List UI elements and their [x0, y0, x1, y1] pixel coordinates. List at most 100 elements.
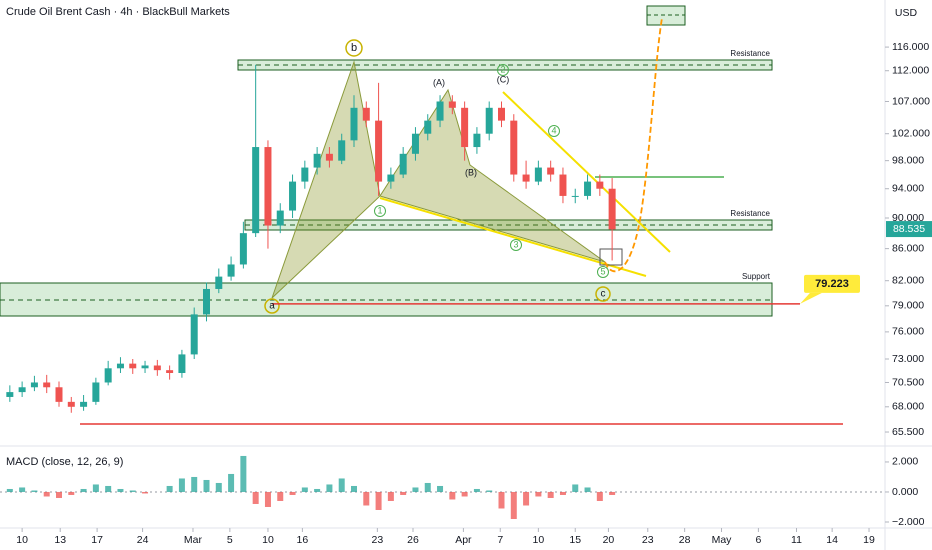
candle-body [252, 147, 260, 234]
histogram-bar [473, 488, 480, 492]
x-tick-label: 11 [791, 534, 802, 546]
candle-body [215, 276, 223, 289]
histogram-bar [375, 491, 382, 510]
histogram-bar [547, 491, 554, 498]
candle-body [276, 210, 284, 226]
last-price-label: 88.535 [893, 223, 925, 235]
x-tick-label: 14 [826, 534, 838, 546]
x-tick-label: 28 [679, 534, 691, 546]
candle-body [596, 181, 604, 189]
wave-circle [497, 64, 509, 76]
histogram-bar [572, 484, 579, 492]
x-tick-label: 7 [497, 534, 503, 546]
histogram-bar [596, 491, 603, 501]
y-tick-label: 90.000 [892, 212, 924, 224]
candle-body [608, 188, 616, 230]
trend-line [379, 197, 647, 277]
wave-label: c [601, 289, 606, 300]
x-tick-label: 24 [137, 534, 149, 546]
box [599, 248, 623, 266]
histogram-bar [31, 490, 38, 492]
candle-body [116, 363, 124, 369]
candle-body [375, 120, 383, 182]
x-tick-label: 20 [603, 534, 615, 546]
candle-body [67, 401, 75, 407]
histogram-bar [178, 478, 185, 492]
y-tick-label: 98.000 [892, 154, 924, 166]
y-tick-label: 94.000 [892, 183, 924, 195]
wave-circle [548, 125, 560, 137]
callout-pointer [800, 292, 822, 304]
x-tick-label: 26 [407, 534, 419, 546]
wave-circle [597, 266, 609, 278]
x-tick-label: 23 [642, 534, 654, 546]
x-tick-label: May [712, 534, 733, 546]
histogram-bar [510, 491, 517, 519]
histogram-bar [105, 485, 112, 492]
candle-body [239, 233, 247, 265]
wave-circle [510, 239, 522, 251]
histogram-bar [289, 491, 296, 495]
candle-body [362, 107, 370, 121]
wave-circle [264, 298, 280, 314]
wave-circle [374, 205, 386, 217]
y-tick-label: 65.500 [892, 426, 924, 438]
x-tick-label: 23 [372, 534, 384, 546]
candle-body [190, 314, 198, 355]
x-tick-label: 15 [569, 534, 581, 546]
histogram-bar [400, 491, 407, 495]
histogram-bar [412, 487, 419, 492]
candle-body [313, 153, 321, 168]
candle-body [104, 368, 112, 383]
y-tick-label: 70.500 [892, 376, 924, 388]
candle-body [350, 107, 358, 141]
trend-line [502, 91, 671, 253]
x-tick-label: 16 [297, 534, 309, 546]
histogram-bar [19, 487, 26, 492]
callout-label: 79.223 [815, 278, 849, 290]
callout-box [804, 274, 860, 293]
histogram-bar [498, 491, 505, 509]
candle-body [166, 370, 174, 373]
histogram-bar [6, 488, 13, 492]
histogram-bar [252, 491, 259, 504]
projection-path [604, 17, 663, 273]
wave-label: 4 [551, 125, 556, 135]
candle-body [498, 107, 505, 121]
wave-label: a [269, 301, 275, 312]
x-tick-label: Mar [184, 534, 203, 546]
x-tick-label: 10 [262, 534, 274, 546]
candle-body [30, 382, 38, 388]
histogram-bar [228, 473, 235, 492]
zone-label: Support [742, 272, 771, 281]
histogram-bar [264, 491, 271, 507]
candle-body [153, 365, 161, 371]
histogram-bar [449, 491, 456, 500]
candle-body [264, 147, 272, 226]
y-tick-label: 73.000 [892, 353, 924, 365]
candle-body [448, 101, 456, 108]
x-tick-label: 10 [16, 534, 28, 546]
x-tick-label: 19 [863, 534, 875, 546]
candle-body [6, 392, 14, 397]
y-tick-label: 2.000 [892, 456, 918, 468]
candle-body [325, 153, 333, 161]
candle-body [436, 101, 444, 121]
candle-body [387, 174, 395, 182]
histogram-bar [326, 484, 333, 492]
x-tick-label: 6 [755, 534, 761, 546]
support-zone [0, 282, 773, 317]
histogram-bar [56, 491, 62, 498]
x-tick-label: Apr [455, 534, 472, 546]
y-tick-label: 76.000 [892, 326, 924, 338]
y-tick-label: 0.000 [892, 486, 918, 498]
wave-label: b [351, 42, 357, 54]
y-tick-label: 86.000 [892, 242, 924, 254]
candle-body [571, 195, 579, 197]
histogram-bar [203, 479, 210, 492]
y-tick-label: 79.000 [892, 300, 924, 312]
histogram-bar [437, 485, 444, 492]
wave-label: (C) [497, 74, 510, 84]
last-price-box [886, 221, 932, 238]
